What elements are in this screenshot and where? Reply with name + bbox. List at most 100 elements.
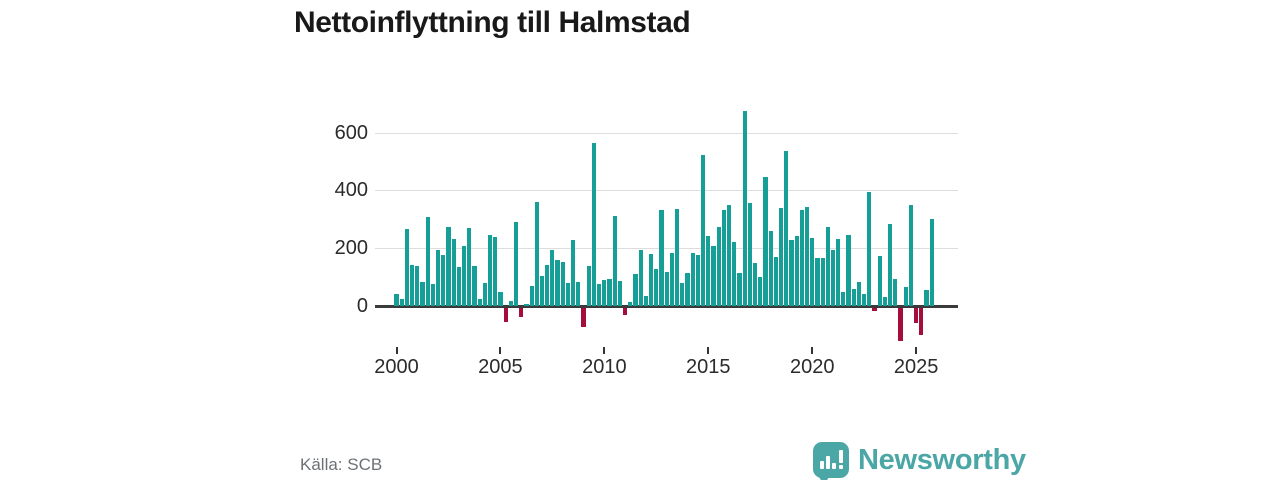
bar-2018-Q4[interactable] bbox=[784, 151, 789, 306]
bar-2013-Q3[interactable] bbox=[675, 209, 680, 306]
bar-2002-Q4[interactable] bbox=[451, 239, 456, 306]
bar-2007-Q4[interactable] bbox=[555, 259, 560, 306]
bar-2009-Q4[interactable] bbox=[597, 284, 602, 306]
bar-2004-Q3[interactable] bbox=[487, 235, 493, 306]
bar-2024-Q3[interactable] bbox=[903, 287, 908, 306]
bar-2020-Q2[interactable] bbox=[815, 258, 820, 306]
bar-2021-Q3[interactable] bbox=[841, 291, 846, 306]
bar-2010-Q4[interactable] bbox=[617, 280, 623, 306]
bar-2024-Q2[interactable] bbox=[898, 308, 903, 342]
bar-2004-Q4[interactable] bbox=[493, 236, 498, 306]
bar-2000-Q2[interactable] bbox=[399, 298, 404, 306]
bar-2024-Q1[interactable] bbox=[893, 279, 898, 306]
bar-2023-Q3[interactable] bbox=[882, 297, 888, 306]
bar-2021-Q2[interactable] bbox=[836, 238, 841, 306]
bar-2014-Q3[interactable] bbox=[695, 254, 700, 306]
bar-2010-Q1[interactable] bbox=[602, 280, 607, 306]
bar-2007-Q1[interactable] bbox=[539, 275, 545, 306]
bar-2020-Q3[interactable] bbox=[820, 258, 825, 306]
bar-2006-Q4[interactable] bbox=[534, 202, 539, 306]
bar-2023-Q1[interactable] bbox=[872, 308, 877, 312]
bar-2023-Q2[interactable] bbox=[877, 256, 882, 306]
bar-2003-Q4[interactable] bbox=[472, 265, 477, 306]
bar-2006-Q3[interactable] bbox=[529, 286, 534, 306]
bar-2025-Q2[interactable] bbox=[919, 308, 924, 335]
bar-2003-Q1[interactable] bbox=[456, 267, 461, 306]
bar-2008-Q1[interactable] bbox=[560, 261, 565, 306]
bar-2007-Q2[interactable] bbox=[545, 264, 550, 306]
bar-2001-Q2[interactable] bbox=[420, 282, 425, 306]
bar-2016-Q3[interactable] bbox=[737, 273, 742, 306]
bar-2012-Q4[interactable] bbox=[659, 210, 664, 306]
bar-2013-Q4[interactable] bbox=[680, 282, 685, 306]
bar-2018-Q2[interactable] bbox=[773, 257, 778, 306]
bar-2018-Q3[interactable] bbox=[778, 208, 784, 306]
bar-2014-Q4[interactable] bbox=[700, 154, 706, 306]
bar-2015-Q2[interactable] bbox=[711, 245, 716, 306]
bar-2003-Q2[interactable] bbox=[461, 245, 467, 306]
bar-2023-Q4[interactable] bbox=[888, 223, 893, 306]
bar-2001-Q3[interactable] bbox=[425, 217, 430, 306]
bar-2005-Q3[interactable] bbox=[508, 301, 513, 306]
bar-2016-Q1[interactable] bbox=[726, 204, 732, 306]
bar-2025-Q3[interactable] bbox=[924, 290, 929, 306]
bar-2006-Q2[interactable] bbox=[524, 303, 529, 306]
bar-2022-Q4[interactable] bbox=[867, 191, 872, 306]
bar-2005-Q1[interactable] bbox=[498, 291, 503, 306]
bar-2000-Q1[interactable] bbox=[394, 293, 399, 306]
bar-2022-Q3[interactable] bbox=[862, 293, 867, 306]
bar-2016-Q4[interactable] bbox=[742, 110, 747, 306]
bar-2021-Q4[interactable] bbox=[846, 234, 851, 306]
bar-2017-Q2[interactable] bbox=[752, 263, 758, 306]
bar-2022-Q2[interactable] bbox=[856, 281, 862, 306]
bar-2011-Q1[interactable] bbox=[623, 308, 628, 316]
bar-2004-Q2[interactable] bbox=[482, 282, 487, 306]
bar-2011-Q3[interactable] bbox=[633, 273, 638, 306]
bar-2004-Q1[interactable] bbox=[477, 299, 482, 306]
bar-2011-Q2[interactable] bbox=[628, 301, 633, 306]
bar-2002-Q2[interactable] bbox=[441, 254, 446, 306]
bar-2012-Q2[interactable] bbox=[649, 254, 654, 306]
bar-2013-Q1[interactable] bbox=[664, 271, 669, 306]
bar-2008-Q3[interactable] bbox=[571, 240, 576, 306]
bar-2019-Q3[interactable] bbox=[799, 209, 804, 306]
bar-2009-Q1[interactable] bbox=[581, 308, 586, 328]
bar-2010-Q3[interactable] bbox=[612, 216, 617, 306]
bar-2017-Q4[interactable] bbox=[763, 176, 768, 306]
bar-2020-Q4[interactable] bbox=[825, 226, 830, 306]
bar-2020-Q1[interactable] bbox=[810, 237, 815, 306]
bar-2006-Q1[interactable] bbox=[519, 308, 524, 318]
bar-2005-Q2[interactable] bbox=[503, 308, 508, 323]
bar-2019-Q2[interactable] bbox=[794, 236, 799, 306]
bar-2002-Q3[interactable] bbox=[446, 227, 451, 306]
bar-2003-Q3[interactable] bbox=[467, 228, 472, 306]
bar-2019-Q1[interactable] bbox=[789, 240, 794, 306]
bar-2015-Q4[interactable] bbox=[721, 209, 726, 306]
bar-2000-Q4[interactable] bbox=[409, 264, 415, 306]
bar-2000-Q3[interactable] bbox=[404, 229, 409, 306]
bar-2013-Q2[interactable] bbox=[669, 252, 674, 306]
bar-2009-Q2[interactable] bbox=[586, 265, 591, 306]
bar-2019-Q4[interactable] bbox=[804, 207, 810, 306]
bar-2001-Q4[interactable] bbox=[430, 283, 435, 306]
bar-2007-Q3[interactable] bbox=[550, 249, 555, 306]
bar-2011-Q4[interactable] bbox=[638, 249, 643, 306]
bar-2014-Q1[interactable] bbox=[685, 273, 690, 306]
bar-2016-Q2[interactable] bbox=[732, 241, 737, 306]
bar-2012-Q1[interactable] bbox=[643, 295, 649, 306]
bar-2022-Q1[interactable] bbox=[851, 289, 856, 306]
bar-2024-Q4[interactable] bbox=[908, 205, 914, 306]
bar-2012-Q3[interactable] bbox=[654, 269, 659, 306]
bar-2015-Q1[interactable] bbox=[706, 236, 711, 306]
bar-2005-Q4[interactable] bbox=[513, 221, 519, 306]
bar-2001-Q1[interactable] bbox=[415, 265, 420, 306]
newsworthy-logo[interactable]: Newsworthy bbox=[813, 440, 1026, 480]
bar-2018-Q1[interactable] bbox=[768, 231, 773, 306]
bar-2017-Q1[interactable] bbox=[747, 203, 752, 306]
bar-2025-Q1[interactable] bbox=[914, 308, 919, 324]
bar-2009-Q3[interactable] bbox=[591, 142, 597, 306]
bar-2014-Q2[interactable] bbox=[690, 253, 695, 306]
bar-2002-Q1[interactable] bbox=[435, 250, 441, 306]
bar-2021-Q1[interactable] bbox=[830, 249, 836, 306]
bar-2008-Q4[interactable] bbox=[576, 282, 581, 306]
